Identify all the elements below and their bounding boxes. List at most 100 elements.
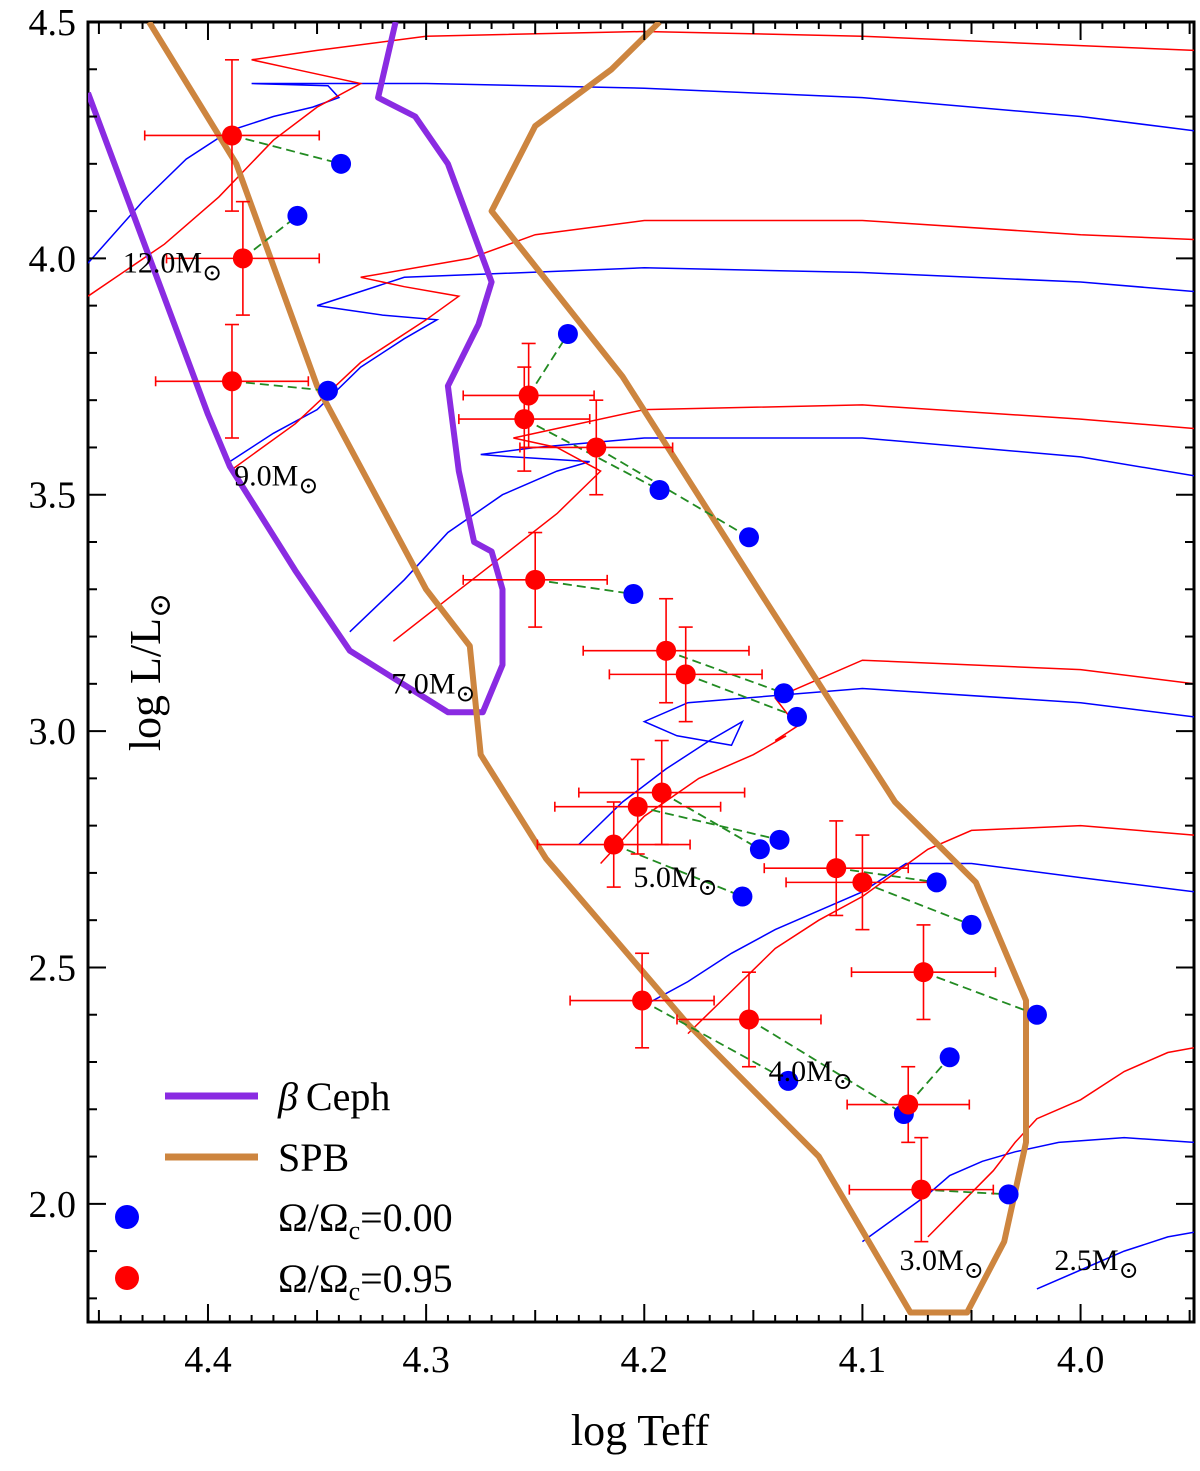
- star-connector-0: [231, 134, 342, 165]
- mass-label-6: 2.5M⊙: [1054, 1244, 1138, 1284]
- rotating-point-4: [514, 409, 535, 430]
- mass-label-value: 9.0M: [234, 459, 298, 492]
- rotating-point-14: [913, 962, 934, 983]
- nonrotating-track-0: [88, 82, 1194, 264]
- legend-beta-ceph-label: β Ceph: [277, 1074, 390, 1119]
- nonrotating-point-6: [623, 584, 644, 604]
- rotating-point-11: [603, 834, 624, 855]
- nonrotating-point-4: [649, 480, 670, 500]
- legend-beta-text: Ceph: [306, 1074, 390, 1119]
- star-connector-3: [527, 333, 569, 396]
- y-axis-title-main: log L/L: [121, 618, 170, 751]
- nonrotating-point-17: [939, 1047, 960, 1068]
- nonrotating-point-12: [926, 872, 947, 893]
- star-connector-17: [907, 1056, 951, 1106]
- nonrotating-point-11: [732, 886, 753, 907]
- star-connector-9: [637, 805, 780, 841]
- mass-label-4: 4.0M⊙: [769, 1055, 853, 1095]
- legend-rot-omega: Ω/Ω: [278, 1256, 349, 1301]
- mass-label-value: 2.5M: [1054, 1244, 1118, 1277]
- nonrotating-point-14: [1026, 1004, 1047, 1025]
- rotating-point-6: [525, 569, 546, 590]
- mass-label-sun-symbol: ⊙: [698, 875, 718, 901]
- mass-label-sun-symbol: ⊙: [298, 473, 318, 499]
- nonrotating-track-3: [578, 687, 1194, 846]
- nonrotating-point-0: [331, 153, 352, 174]
- mass-label-value: 7.0M: [391, 667, 455, 700]
- legend-nonrot-sub: c: [349, 1216, 361, 1245]
- star-connector-8: [685, 673, 798, 718]
- legend-spb-label: SPB: [278, 1135, 349, 1180]
- star-connector-1: [242, 215, 298, 260]
- star-points: [221, 125, 1047, 1205]
- nonrotating-track-6: [1036, 1231, 1194, 1290]
- nonrotating-point-18: [998, 1184, 1019, 1205]
- mass-label-value: 12.0M: [123, 247, 202, 280]
- mass-labels: 12.0M⊙9.0M⊙7.0M⊙5.0M⊙4.0M⊙3.0M⊙ 2.5M⊙: [123, 247, 1139, 1284]
- mass-label-sun-symbol: ⊙: [964, 1258, 984, 1284]
- rotating-point-5: [586, 437, 607, 458]
- y-tick-label: 3.5: [29, 475, 77, 517]
- mass-label-1: 9.0M⊙: [234, 459, 318, 499]
- star-connector-10: [661, 791, 761, 851]
- y-tick-label: 2.0: [29, 1184, 77, 1226]
- instability-strips: [88, 22, 1029, 1316]
- star-connector-16: [748, 1018, 905, 1115]
- legend-nonrot-val: =0.00: [360, 1195, 453, 1240]
- mass-label-0: 12.0M⊙: [123, 247, 222, 287]
- mass-label-sun-symbol: ⊙: [455, 681, 475, 707]
- nonrotating-point-5: [738, 527, 759, 548]
- y-axis-title: log L/L⊙: [121, 593, 177, 751]
- mass-label-sun-symbol: ⊙: [1119, 1258, 1139, 1284]
- rotating-point-7: [656, 640, 677, 661]
- nonrotating-point-15: [778, 1070, 799, 1091]
- nonrotating-track-5: [861, 1136, 1194, 1243]
- spb-strip: [146, 22, 1029, 1316]
- star-connector-5: [595, 446, 750, 539]
- star-connector-6: [535, 578, 634, 595]
- rotating-point-16: [738, 1009, 759, 1030]
- mass-label-2: 7.0M⊙: [391, 667, 475, 707]
- nonrotating-point-10: [749, 839, 770, 860]
- star-connector-13: [862, 881, 972, 926]
- rotating-track-3: [600, 659, 1194, 865]
- rotating-point-8: [675, 664, 696, 685]
- rotating-point-0: [221, 125, 242, 146]
- rotating-point-17: [898, 1094, 919, 1115]
- x-axis-title: log Teff: [571, 1406, 710, 1455]
- x-tick-label: 4.3: [402, 1339, 450, 1381]
- x-tick-label: 4.4: [184, 1339, 232, 1381]
- mass-label-value: 4.0M: [769, 1055, 833, 1088]
- nonrotating-point-2: [317, 380, 338, 401]
- mass-label-sun-symbol: ⊙: [833, 1069, 853, 1095]
- star-connector-11: [613, 843, 743, 898]
- plot-frame: [86, 20, 1196, 1324]
- mass-label-3: 5.0M⊙: [633, 861, 717, 901]
- legend-nonrot-marker: [115, 1205, 139, 1229]
- legend-rot-label: Ω/Ωc=0.95: [278, 1256, 453, 1306]
- mass-label-5: 3.0M⊙: [900, 1244, 984, 1284]
- mass-label-value: 5.0M: [633, 861, 697, 894]
- nonrotating-track-2: [349, 437, 1194, 633]
- nonrotating-point-8: [786, 706, 807, 727]
- rotating-point-1: [232, 248, 253, 269]
- rotating-point-10: [651, 782, 672, 803]
- legend-nonrot-omega: Ω/Ω: [278, 1195, 349, 1240]
- y-tick-label: 3.0: [29, 711, 77, 753]
- rotating-point-15: [632, 990, 653, 1011]
- mass-label-sun-symbol: ⊙: [202, 261, 222, 287]
- rotating-track-1: [229, 219, 1194, 472]
- legend-rot-marker: [115, 1266, 139, 1290]
- rotating-point-12: [826, 858, 847, 879]
- y-tick-label: 4.0: [29, 238, 77, 280]
- star-connector-14: [923, 971, 1038, 1016]
- nonrotating-point-7: [773, 683, 794, 704]
- rotating-track-0: [88, 30, 1194, 297]
- y-axis-title-sub: ⊙: [144, 593, 177, 618]
- nonrotating-point-3: [557, 324, 578, 344]
- rotating-track-4: [687, 824, 1194, 1035]
- mass-label-value: 3.0M: [900, 1244, 964, 1277]
- rotating-point-13: [852, 872, 873, 893]
